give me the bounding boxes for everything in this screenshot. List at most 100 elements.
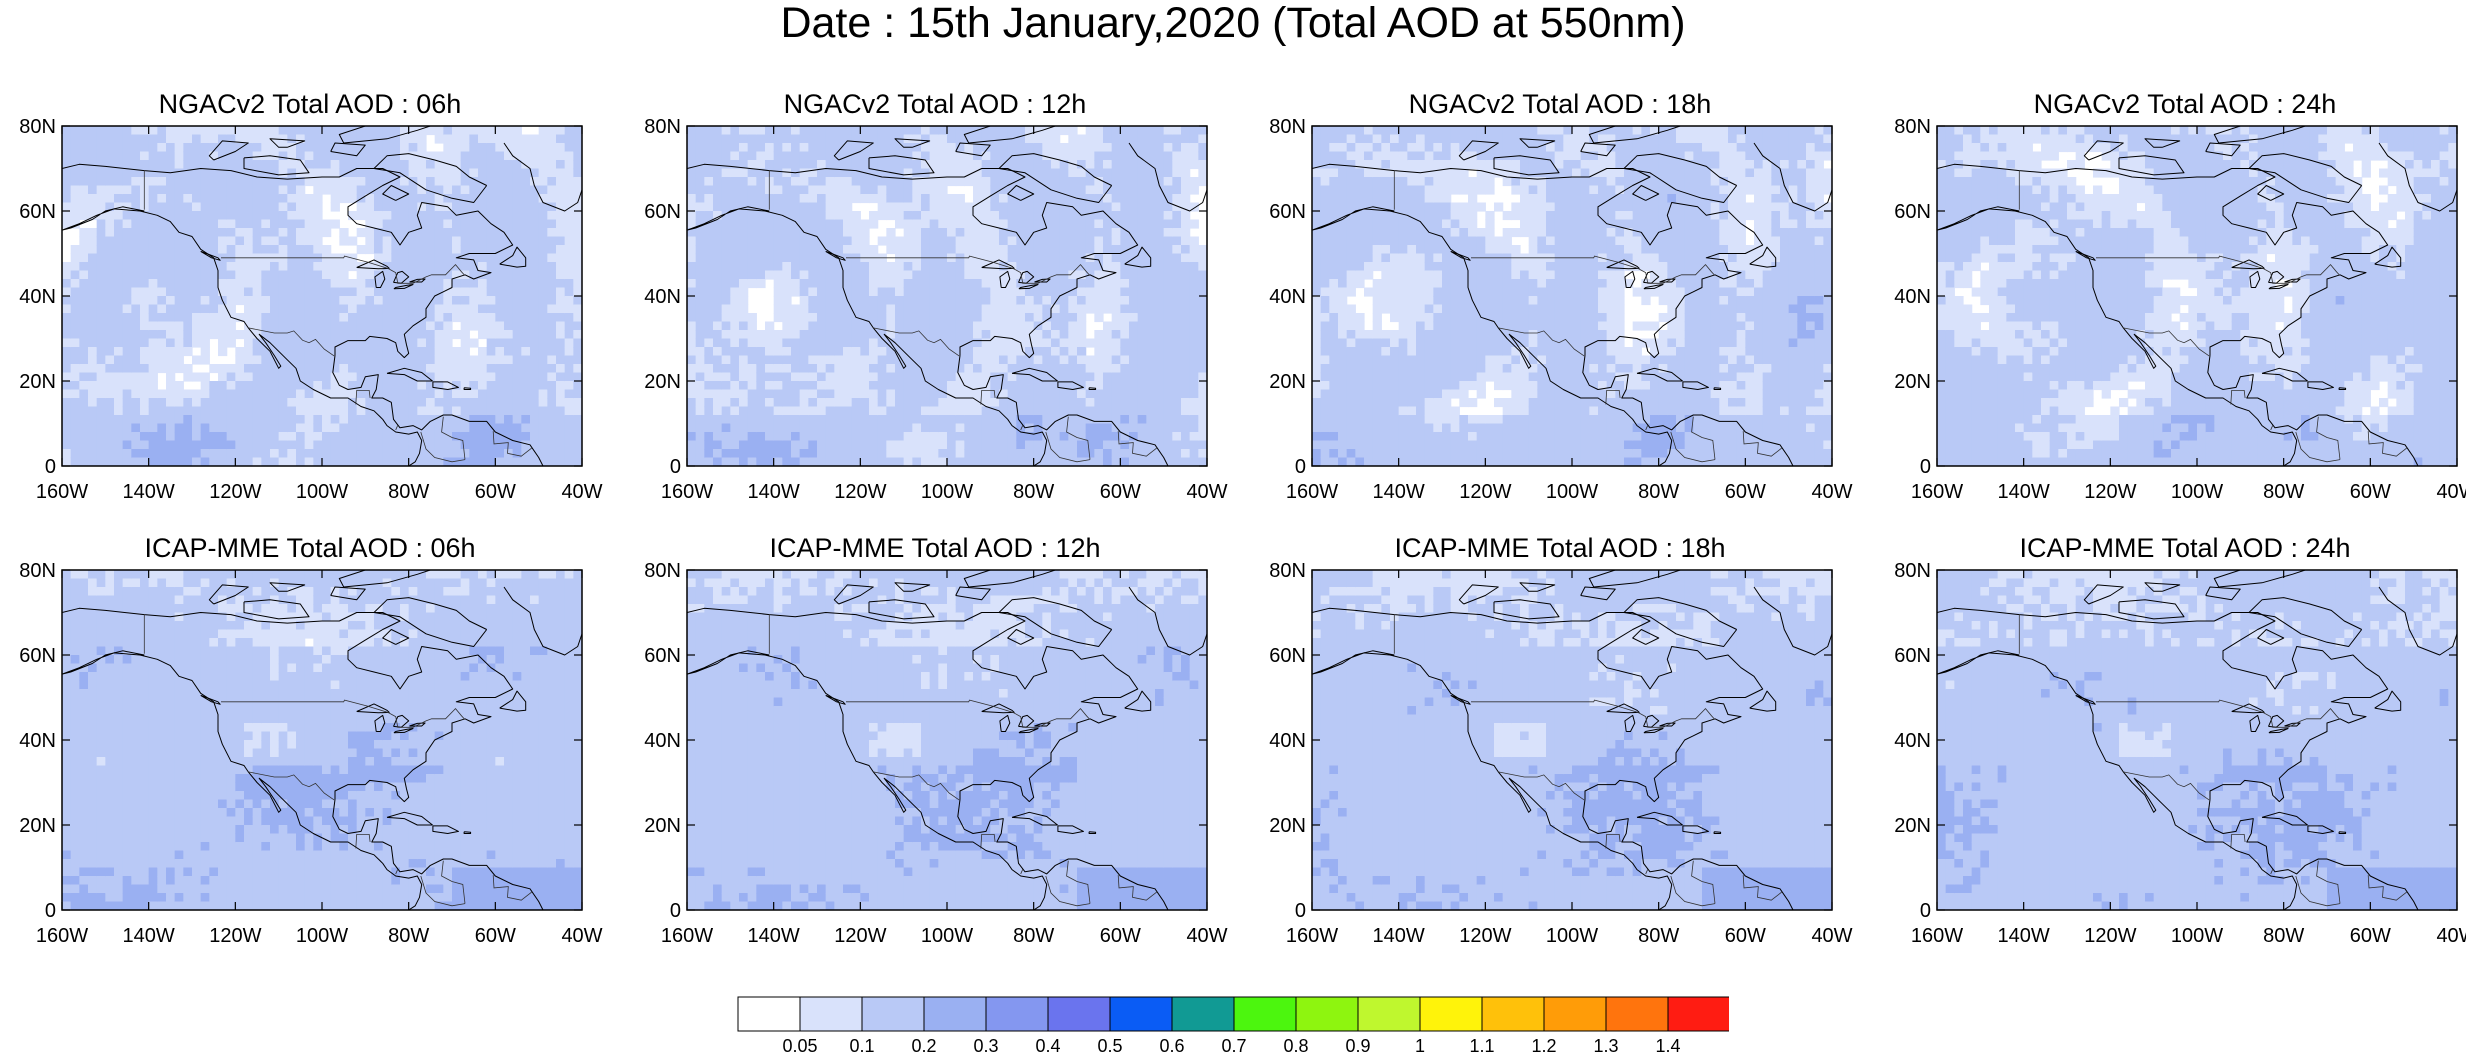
lon-tick-label: 40W [561,481,602,503]
aod-field [687,570,1207,910]
lon-tick-label: 160W [1911,481,1963,503]
lon-tick-label: 160W [661,925,713,947]
lat-tick-label: 20N [19,815,56,837]
lon-tick-label: 80W [1638,481,1679,503]
aod-colorbar: 0.05 0.1 0.2 0.3 0.4 0.5 0.6 0.7 0.8 0.9 1 1.1 1.2 1.… [737,996,1729,1056]
lon-tick-label: 160W [661,481,713,503]
colorbar-swatch [1171,996,1235,1032]
map-plot-area: 80N 60N 40N 20N 0 160W 140W 120W 100W 80W 60W 40W [1260,118,1860,528]
map-svg: 80N 60N 40N 20N 0 160W 140W 120W 100W 80W 60W 40W [1269,562,1852,947]
map-svg: 80N 60N 40N 20N 0 160W 140W 120W 100W 80W 60W 40W [1894,562,2466,947]
national-borders [143,614,532,907]
coastlines [62,570,582,910]
map-panel-icap-12h: ICAP-MME Total AOD : 12h 80N 60N 40N 20N 0 160… [635,532,1235,1012]
colorbar-swatch [861,996,925,1032]
lon-tick-label: 100W [1546,925,1598,947]
lon-tick-label: 40W [2436,925,2466,947]
colorbar-swatch [1481,996,1545,1032]
lon-tick-label: 80W [2263,481,2304,503]
lon-tick-label: 160W [1286,925,1338,947]
aod-field [687,126,1207,466]
map-plot-area: 80N 60N 40N 20N 0 160W 140W 120W 100W 80W 60W 40W [10,118,610,528]
colorbar-swatch [1543,996,1607,1032]
national-borders [2018,170,2407,463]
colorbar-graphic: 0.05 0.1 0.2 0.3 0.4 0.5 0.6 0.7 0.8 0.9 1 1.1 1.2 1.… [737,996,1729,1056]
national-borders [1393,170,1782,463]
lon-tick-label: 100W [921,925,973,947]
lat-tick-label: 40N [644,730,681,752]
lon-tick-label: 60W [2350,925,2391,947]
lon-tick-label: 60W [1100,481,1141,503]
map-plot-area: 80N 60N 40N 20N 0 160W 140W 120W 100W 80W 60W 40W [1260,562,1860,972]
colorbar-swatch [1109,996,1173,1032]
panel-title: ICAP-MME Total AOD : 06h [144,533,476,563]
map-panel-icap-18h: ICAP-MME Total AOD : 18h 80N 60N 40N 20N 0 160… [1260,532,1860,1012]
map-svg: 80N 60N 40N 20N 0 160W 140W 120W 100W 80W 60W 40W [644,118,1227,503]
map-plot-area: 80N 60N 40N 20N 0 160W 140W 120W 100W 80W 60W 40W [10,562,610,972]
panel-title: NGACv2 Total AOD : 18h [1408,89,1712,119]
lon-tick-label: 40W [2436,481,2466,503]
colorbar-label: 0.7 [1221,1036,1246,1056]
national-borders [768,614,1157,907]
lon-tick-label: 60W [1725,925,1766,947]
national-borders [143,170,532,463]
lat-tick-label: 20N [19,371,56,393]
colorbar-label: 0.2 [911,1036,936,1056]
map-svg: 80N 60N 40N 20N 0 160W 140W 120W 100W 80W 60W 40W [1269,118,1852,503]
lat-tick-label: 80N [644,562,681,582]
lat-tick-label: 0 [45,456,56,478]
lat-tick-label: 40N [1269,730,1306,752]
panel-title: NGACv2 Total AOD : 12h [783,89,1087,119]
lon-tick-label: 80W [1013,925,1054,947]
aod-field [1937,126,2457,466]
colorbar-label: 0.05 [782,1036,817,1056]
lon-tick-label: 60W [475,481,516,503]
map-plot-area: 80N 60N 40N 20N 0 160W 140W 120W 100W 80W 60W 40W [635,118,1235,528]
lon-tick-label: 80W [1638,925,1679,947]
lat-tick-label: 20N [1894,815,1931,837]
map-svg: 80N 60N 40N 20N 0 160W 140W 120W 100W 80W 60W 40W [1894,118,2466,503]
lon-tick-label: 40W [561,925,602,947]
lat-tick-label: 60N [1269,645,1306,667]
colorbar-swatch [1233,996,1297,1032]
lon-tick-label: 60W [1725,481,1766,503]
coastlines [1312,126,1832,466]
map-svg: 80N 60N 40N 20N 0 160W 140W 120W 100W 80W 60W 40W [644,562,1227,947]
colorbar-swatch [923,996,987,1032]
lat-tick-label: 60N [19,645,56,667]
national-borders [2018,614,2407,907]
lon-tick-label: 40W [1811,481,1852,503]
map-svg: 80N 60N 40N 20N 0 160W 140W 120W 100W 80W 60W 40W [19,562,602,947]
lon-tick-label: 140W [748,481,800,503]
lat-tick-label: 80N [1894,562,1931,582]
coastlines [687,126,1207,466]
colorbar-label: 0.9 [1345,1036,1370,1056]
map-svg: 80N 60N 40N 20N 0 160W 140W 120W 100W 80W 60W 40W [19,118,602,503]
lat-tick-label: 80N [1894,118,1931,138]
map-panel-ngac-24h: NGACv2 Total AOD : 24h 80N 60N 40N 20N 0 160W 1… [1885,88,2466,568]
colorbar-label: 0.1 [849,1036,874,1056]
lon-tick-label: 120W [1459,925,1511,947]
panel-title: ICAP-MME Total AOD : 24h [2019,533,2351,563]
colorbar-label: 1.3 [1593,1036,1618,1056]
coastlines [1937,570,2457,910]
lon-tick-label: 40W [1186,925,1227,947]
lon-tick-label: 100W [2171,925,2223,947]
lat-tick-label: 0 [1920,900,1931,922]
map-panel-ngac-6h: NGACv2 Total AOD : 06h 80N 60N 40N 20N 0 160W 1… [10,88,610,568]
colorbar-swatch [985,996,1049,1032]
lon-tick-label: 120W [834,925,886,947]
map-plot-area: 80N 60N 40N 20N 0 160W 140W 120W 100W 80W 60W 40W [635,562,1235,972]
map-panel-ngac-18h: NGACv2 Total AOD : 18h 80N 60N 40N 20N 0 160W 1… [1260,88,1860,568]
lat-tick-label: 80N [19,118,56,138]
colorbar-swatch [1295,996,1359,1032]
lon-tick-label: 100W [296,481,348,503]
national-borders [768,170,1157,463]
lat-tick-label: 0 [670,900,681,922]
lon-tick-label: 100W [921,481,973,503]
lon-tick-label: 140W [1998,925,2050,947]
lon-tick-label: 80W [388,481,429,503]
colorbar-label: 0.3 [973,1036,998,1056]
coastlines [1937,126,2457,466]
colorbar-swatch [1357,996,1421,1032]
